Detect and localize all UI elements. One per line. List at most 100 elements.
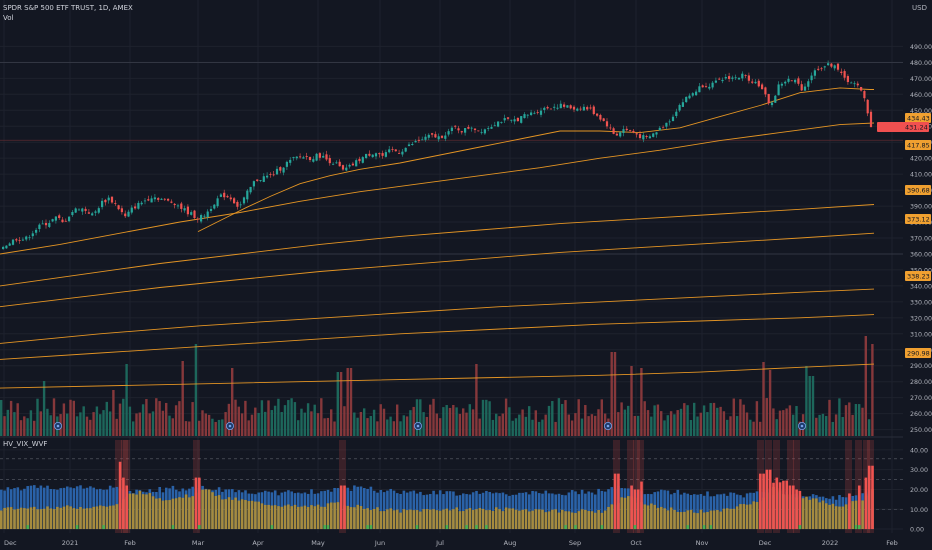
candle-body bbox=[305, 156, 308, 157]
volume-bar bbox=[732, 398, 735, 436]
vix-bar bbox=[313, 506, 317, 530]
volume-bar bbox=[501, 413, 504, 436]
candle-body bbox=[193, 210, 196, 218]
hv-bar bbox=[382, 492, 386, 530]
candle-body bbox=[612, 128, 615, 134]
volume-bar bbox=[584, 405, 587, 436]
vix-bar bbox=[534, 509, 538, 530]
event-marker[interactable] bbox=[225, 421, 234, 430]
volume-bar bbox=[551, 401, 554, 436]
candle-body bbox=[341, 165, 345, 170]
vix-bar bbox=[547, 511, 551, 530]
volume-bar bbox=[339, 372, 343, 436]
vix-bar bbox=[498, 509, 501, 530]
volume-bar bbox=[867, 419, 871, 436]
volume-bar bbox=[445, 405, 448, 436]
vix-bar bbox=[89, 508, 92, 530]
volume-bar bbox=[871, 344, 874, 436]
event-markers[interactable] bbox=[54, 421, 807, 430]
volume-bar bbox=[765, 398, 768, 436]
candle-body bbox=[668, 121, 671, 123]
vix-bar bbox=[227, 497, 231, 530]
volume-bar bbox=[693, 402, 696, 436]
volume-bar bbox=[564, 400, 567, 436]
vix-bar bbox=[151, 496, 155, 530]
price-label-text: 338.23 bbox=[907, 273, 930, 281]
candle-body bbox=[523, 114, 526, 119]
volume-bar bbox=[349, 368, 353, 436]
event-marker[interactable] bbox=[798, 421, 807, 430]
volume-bar bbox=[323, 418, 326, 436]
candle-body bbox=[236, 201, 239, 207]
hv-bar bbox=[590, 492, 594, 530]
event-marker[interactable] bbox=[413, 421, 422, 430]
candle-body bbox=[328, 158, 331, 164]
candle-body bbox=[447, 131, 450, 135]
volume-bar bbox=[316, 413, 320, 436]
volume-bar bbox=[224, 412, 227, 436]
candle-body bbox=[97, 208, 100, 213]
price-tick-label: 330.00 bbox=[910, 299, 932, 306]
volume-bar bbox=[244, 400, 247, 436]
vix-bar bbox=[287, 504, 290, 530]
candle-body bbox=[282, 167, 285, 173]
vix-bar bbox=[726, 508, 729, 530]
volume-bar bbox=[620, 402, 623, 436]
signal-bar bbox=[858, 525, 861, 530]
candle-body bbox=[378, 153, 381, 155]
vix-bar bbox=[69, 506, 72, 530]
vix-bar bbox=[564, 511, 567, 530]
price-label-text: 290.98 bbox=[907, 350, 930, 358]
volume-bar bbox=[719, 406, 722, 436]
volume-bar bbox=[640, 368, 643, 436]
price-label-text: 417.85 bbox=[907, 142, 930, 150]
volume-bar bbox=[696, 416, 699, 436]
vix-bar bbox=[683, 511, 686, 530]
signal-bar bbox=[564, 525, 567, 530]
vix-bar bbox=[801, 498, 805, 530]
hv-bar bbox=[683, 492, 686, 530]
hv-bar bbox=[379, 489, 383, 530]
volume-bar bbox=[778, 410, 782, 436]
vix-bar bbox=[85, 508, 89, 530]
signal-bar bbox=[702, 525, 706, 530]
volume-bar bbox=[706, 412, 709, 436]
volume-bar bbox=[828, 399, 831, 436]
price-axis[interactable]: 490.00480.00470.00460.00450.00440.00430.… bbox=[877, 0, 932, 550]
price-label-text: 373.12 bbox=[907, 216, 930, 224]
volume-bar bbox=[768, 370, 772, 436]
volume-bar bbox=[547, 405, 551, 436]
candle-body bbox=[543, 107, 546, 110]
time-axis[interactable]: Dec 2021 Feb Mar Apr May Jun Jul Aug Sep Oct Nov Dec… bbox=[0, 534, 932, 550]
event-marker-dot bbox=[606, 424, 610, 428]
wvf-spike-bar bbox=[194, 477, 198, 530]
vix-bar bbox=[19, 507, 23, 530]
candle-body bbox=[269, 174, 272, 175]
vix-bar bbox=[603, 510, 607, 530]
candle-body bbox=[54, 216, 57, 221]
volume-bar bbox=[171, 418, 174, 436]
candle-body bbox=[761, 84, 764, 90]
candle-body bbox=[332, 163, 335, 165]
vix-bar bbox=[386, 509, 389, 530]
volume-bar bbox=[42, 381, 46, 436]
volume-bar bbox=[848, 402, 851, 436]
wvf-spike-bar bbox=[636, 489, 640, 530]
vix-bar bbox=[574, 512, 577, 530]
vix-bar bbox=[135, 494, 138, 530]
ma-line-ma300 bbox=[0, 314, 875, 360]
event-marker[interactable] bbox=[54, 421, 63, 430]
price-label-text: 431.24 bbox=[905, 124, 928, 132]
event-marker[interactable] bbox=[604, 421, 613, 430]
volume-bar bbox=[597, 409, 600, 436]
price-tick-label: 360.00 bbox=[910, 251, 932, 258]
vix-bar bbox=[528, 511, 531, 530]
vix-bar bbox=[267, 504, 270, 530]
candle-body bbox=[586, 107, 589, 110]
candle-body bbox=[252, 181, 255, 187]
volume-bar bbox=[306, 403, 310, 436]
volume-bar bbox=[462, 408, 465, 436]
volume-bar bbox=[297, 420, 300, 436]
volume-bar bbox=[528, 406, 531, 436]
